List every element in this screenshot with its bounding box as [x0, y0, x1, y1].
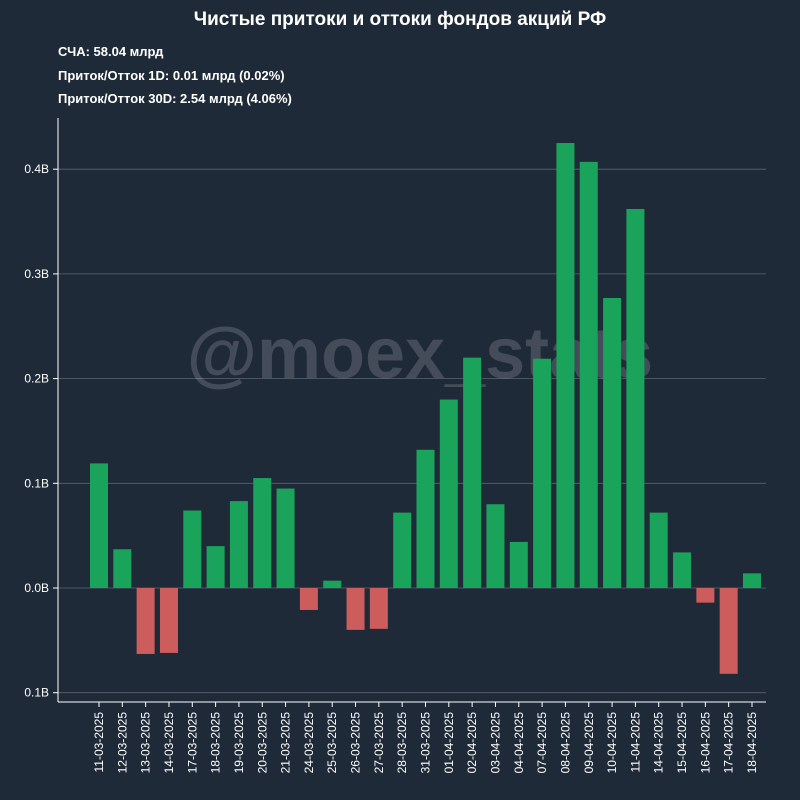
x-tick-label: 10-04-2025: [605, 712, 619, 774]
flow-1d-stat: Приток/Отток 1D: 0.01 млрд (0.02%): [58, 68, 285, 83]
y-tick-label: 0.1B: [24, 686, 49, 700]
x-tick-label: 26-03-2025: [349, 712, 363, 774]
x-tick-label: 18-03-2025: [209, 712, 223, 774]
x-tick-label: 18-04-2025: [745, 712, 759, 774]
x-tick-label: 14-03-2025: [162, 712, 176, 774]
x-tick-label: 07-04-2025: [535, 712, 549, 774]
bar: [649, 512, 668, 588]
chart-title: Чистые притоки и оттоки фондов акций РФ: [193, 9, 607, 30]
nav-stat: СЧА: 58.04 млрд: [58, 44, 164, 59]
x-tick-label: 25-03-2025: [325, 712, 339, 774]
bar: [603, 297, 622, 588]
bar: [579, 161, 598, 588]
bar: [253, 478, 272, 588]
y-tick-label: 0.2B: [24, 372, 49, 386]
bar: [90, 463, 108, 588]
bar: [183, 510, 202, 588]
y-tick-label: 0.0B: [24, 581, 49, 595]
x-tick-label: 15-04-2025: [675, 712, 689, 774]
x-tick-label: 24-03-2025: [302, 712, 316, 774]
x-tick-label: 28-03-2025: [395, 712, 409, 774]
bar: [556, 143, 575, 588]
bar: [696, 588, 715, 603]
bar: [323, 580, 342, 588]
y-tick-label: 0.3B: [24, 267, 49, 281]
x-tick-label: 01-04-2025: [442, 712, 456, 774]
bar: [369, 588, 388, 629]
x-tick-label: 09-04-2025: [582, 712, 596, 774]
x-tick-label: 12-03-2025: [115, 712, 129, 774]
x-tick-label: 11-04-2025: [628, 712, 642, 773]
bar: [206, 546, 225, 588]
bar: [159, 588, 178, 653]
bar: [346, 588, 365, 630]
x-tick-label: 16-04-2025: [698, 712, 712, 774]
x-tick-label: 21-03-2025: [279, 712, 293, 774]
x-tick-label: 03-04-2025: [488, 712, 502, 774]
x-tick-label: 14-04-2025: [652, 712, 666, 774]
x-tick-label: 11-03-2025: [92, 712, 106, 773]
watermark: @moex_stats: [187, 314, 653, 394]
bar: [533, 358, 552, 588]
x-tick-label: 20-03-2025: [255, 712, 269, 774]
bar: [626, 208, 645, 588]
bar: [719, 588, 738, 674]
y-tick-label: 0.4B: [24, 162, 49, 176]
bar: [136, 588, 155, 654]
bar: [486, 504, 505, 588]
bar: [113, 549, 132, 588]
flow-30d-stat: Приток/Отток 30D: 2.54 млрд (4.06%): [58, 91, 292, 106]
bar: [416, 449, 435, 588]
bar: [393, 512, 412, 588]
bar: [509, 541, 528, 588]
bar: [276, 488, 295, 588]
bar: [463, 357, 482, 588]
x-tick-label: 31-03-2025: [419, 712, 433, 774]
x-tick-label: 17-04-2025: [722, 712, 736, 774]
x-tick-label: 27-03-2025: [372, 712, 386, 774]
bar: [439, 399, 458, 588]
bar: [229, 501, 248, 588]
bar: [673, 552, 692, 588]
x-tick-label: 13-03-2025: [139, 712, 153, 774]
bar: [299, 588, 318, 610]
bar: [743, 573, 761, 588]
x-tick-label: 04-04-2025: [512, 712, 526, 774]
x-tick-label: 08-04-2025: [558, 712, 572, 774]
y-tick-label: 0.1B: [24, 476, 49, 490]
x-tick-label: 17-03-2025: [185, 712, 199, 774]
x-tick-label: 19-03-2025: [232, 712, 246, 774]
x-tick-label: 02-04-2025: [465, 712, 479, 774]
